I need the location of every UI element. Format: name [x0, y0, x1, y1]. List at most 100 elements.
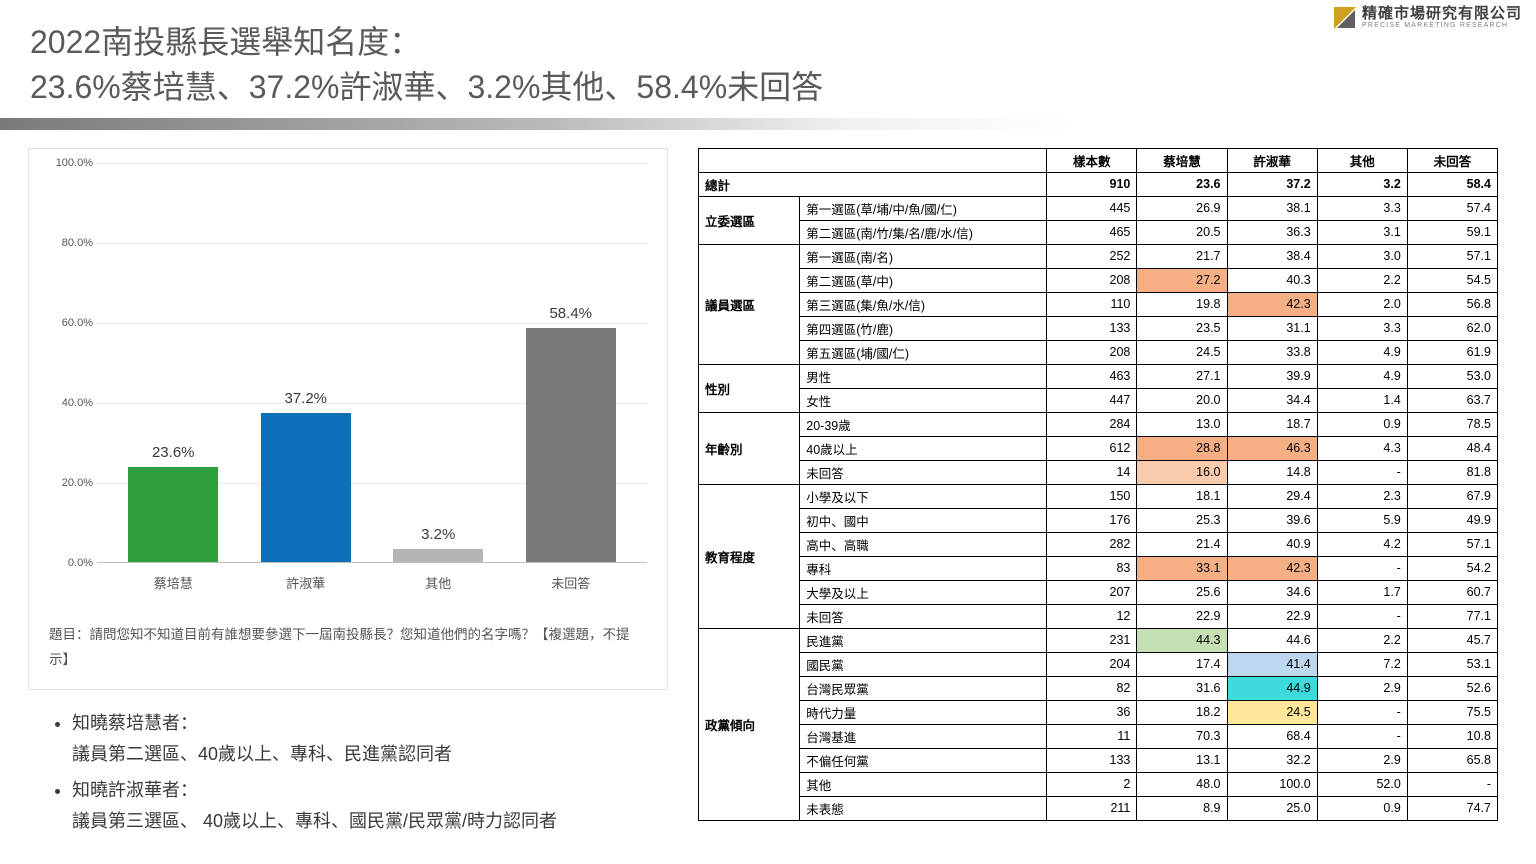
table-cell: 231: [1047, 628, 1137, 652]
bullet-item: 知曉許淑華者：議員第三選區、 40歲以上、專科、國民黨/民眾黨/時力認同者: [72, 775, 668, 838]
table-cell: 46.3: [1227, 436, 1317, 460]
table-cell: 61.9: [1407, 340, 1497, 364]
table-cell: 18.1: [1137, 484, 1227, 508]
group-label: 政黨傾向: [699, 628, 800, 820]
table-cell: 208: [1047, 268, 1137, 292]
table-cell: 465: [1047, 220, 1137, 244]
table-cell: 48.0: [1137, 772, 1227, 796]
title-line-1: 2022南投縣長選舉知名度：: [30, 20, 1506, 65]
bullet-item: 知曉蔡培慧者：議員第二選區、40歲以上、專科、民進黨認同者: [72, 708, 668, 771]
table-cell: 70.3: [1137, 724, 1227, 748]
table-cell: 45.7: [1407, 628, 1497, 652]
table-cell: 81.8: [1407, 460, 1497, 484]
table-cell: 83: [1047, 556, 1137, 580]
table-cell: 3.2: [1317, 172, 1407, 196]
table-cell: 38.1: [1227, 196, 1317, 220]
table-row: 初中、國中17625.339.65.949.9: [699, 508, 1498, 532]
bar: [128, 467, 218, 561]
y-tick: 20.0%: [39, 477, 93, 489]
table-cell: 44.6: [1227, 628, 1317, 652]
table-cell: 13.1: [1137, 748, 1227, 772]
table-cell: 23.5: [1137, 316, 1227, 340]
table-cell: 37.2: [1227, 172, 1317, 196]
table-cell: 211: [1047, 796, 1137, 820]
table-cell: 58.4: [1407, 172, 1497, 196]
table-row: 台灣基進1170.368.4-10.8: [699, 724, 1498, 748]
table-cell: 4.3: [1317, 436, 1407, 460]
table-cell: 57.1: [1407, 532, 1497, 556]
bar-value-label: 3.2%: [421, 526, 455, 543]
table-row: 第二選區(草/中)20827.240.32.254.5: [699, 268, 1498, 292]
row-label: 不偏任何黨: [800, 748, 1047, 772]
bullet-head: 知曉蔡培慧者：: [72, 708, 668, 740]
table-cell: 27.1: [1137, 364, 1227, 388]
table-cell: 8.9: [1137, 796, 1227, 820]
table-column-header: 樣本數: [1047, 148, 1137, 172]
company-logo: 精確市場研究有限公司 PRECISE MARKETING RESEARCH: [1334, 6, 1522, 29]
table-cell: 33.1: [1137, 556, 1227, 580]
table-cell: 0.9: [1317, 796, 1407, 820]
table-row: 第二選區(南/竹/集/名/鹿/水/信)46520.536.33.159.1: [699, 220, 1498, 244]
table-cell: 82: [1047, 676, 1137, 700]
table-cell: 910: [1047, 172, 1137, 196]
table-cell: 612: [1047, 436, 1137, 460]
bar: [261, 413, 351, 562]
y-tick: 80.0%: [39, 237, 93, 249]
y-tick: 0.0%: [39, 557, 93, 569]
table-cell: 25.3: [1137, 508, 1227, 532]
table-row: 議員選區第一選區(南/名)25221.738.43.057.1: [699, 244, 1498, 268]
row-label: 專科: [800, 556, 1047, 580]
table-cell: 38.4: [1227, 244, 1317, 268]
table-cell: -: [1407, 772, 1497, 796]
table-cell: 78.5: [1407, 412, 1497, 436]
table-cell: 14.8: [1227, 460, 1317, 484]
x-category-label: 其他: [388, 573, 488, 592]
table-row: 總計91023.637.23.258.4: [699, 172, 1498, 196]
y-tick: 100.0%: [39, 157, 93, 169]
table-cell: 53.1: [1407, 652, 1497, 676]
table-row: 時代力量3618.224.5-75.5: [699, 700, 1498, 724]
table-cell: 33.8: [1227, 340, 1317, 364]
table-cell: 44.3: [1137, 628, 1227, 652]
table-cell: 4.9: [1317, 340, 1407, 364]
table-row: 高中、高職28221.440.94.257.1: [699, 532, 1498, 556]
x-category-label: 未回答: [521, 573, 621, 592]
table-cell: 176: [1047, 508, 1137, 532]
table-row: 第三選區(集/魚/水/信)11019.842.32.056.8: [699, 292, 1498, 316]
company-name-en: PRECISE MARKETING RESEARCH: [1362, 22, 1522, 29]
bar-slot: 23.6%: [123, 467, 223, 561]
table-cell: 133: [1047, 316, 1137, 340]
table-cell: 63.7: [1407, 388, 1497, 412]
table-cell: 49.9: [1407, 508, 1497, 532]
table-cell: 21.4: [1137, 532, 1227, 556]
table-row: 第四選區(竹/鹿)13323.531.13.362.0: [699, 316, 1498, 340]
table-cell: 48.4: [1407, 436, 1497, 460]
table-cell: 18.7: [1227, 412, 1317, 436]
table-cell: 40.9: [1227, 532, 1317, 556]
survey-question-note: 題目：請問您知不知道目前有誰想要參選下一屆南投縣長？您知道他們的名字嗎？【複選題…: [39, 622, 647, 673]
table-cell: 31.1: [1227, 316, 1317, 340]
table-cell: 7.2: [1317, 652, 1407, 676]
row-label: 第四選區(竹/鹿): [800, 316, 1047, 340]
total-label: 總計: [699, 172, 1047, 196]
table-cell: 40.3: [1227, 268, 1317, 292]
table-cell: 2.2: [1317, 268, 1407, 292]
table-row: 其他248.0100.052.0-: [699, 772, 1498, 796]
table-row: 不偏任何黨13313.132.22.965.8: [699, 748, 1498, 772]
table-row: 年齡別20-39歲28413.018.70.978.5: [699, 412, 1498, 436]
table-cell: -: [1317, 604, 1407, 628]
bar-slot: 58.4%: [521, 328, 621, 562]
table-cell: 36.3: [1227, 220, 1317, 244]
table-cell: 25.0: [1227, 796, 1317, 820]
table-cell: 3.3: [1317, 316, 1407, 340]
row-label: 第三選區(集/魚/水/信): [800, 292, 1047, 316]
row-label: 小學及以下: [800, 484, 1047, 508]
table-cell: 67.9: [1407, 484, 1497, 508]
row-label: 大學及以上: [800, 580, 1047, 604]
table-cell: 54.5: [1407, 268, 1497, 292]
table-cell: 4.9: [1317, 364, 1407, 388]
bar: [393, 549, 483, 562]
table-cell: 11: [1047, 724, 1137, 748]
table-row: 40歲以上61228.846.34.348.4: [699, 436, 1498, 460]
table-cell: 3.1: [1317, 220, 1407, 244]
